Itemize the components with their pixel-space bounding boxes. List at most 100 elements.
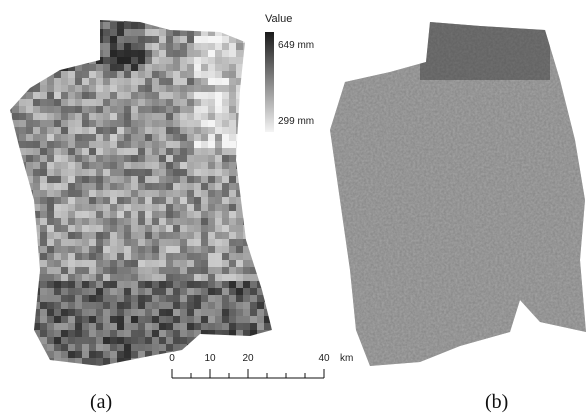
raster-cell <box>180 92 187 99</box>
raster-cell <box>124 64 131 71</box>
raster-cell <box>257 127 264 134</box>
raster-cell <box>201 218 208 225</box>
raster-cell <box>96 71 103 78</box>
raster-cell <box>271 204 278 211</box>
raster-cell <box>152 274 159 281</box>
raster-cell <box>271 141 278 148</box>
raster-cell <box>166 57 173 64</box>
raster-cell <box>229 148 236 155</box>
raster-cell <box>180 22 187 29</box>
legend-title: Value <box>265 13 292 25</box>
raster-cell <box>229 169 236 176</box>
raster-cell <box>236 316 243 323</box>
raster-cell <box>40 15 47 22</box>
raster-cell <box>40 148 47 155</box>
raster-cell <box>159 29 166 36</box>
scale-tick-label: 40 <box>318 353 330 364</box>
raster-cell <box>110 85 117 92</box>
raster-cell <box>68 253 75 260</box>
raster-cell <box>103 78 110 85</box>
raster-cell <box>103 22 110 29</box>
raster-cell <box>89 260 96 267</box>
raster-cell <box>194 155 201 162</box>
raster-cell <box>82 176 89 183</box>
raster-cell <box>208 260 215 267</box>
raster-cell <box>152 141 159 148</box>
raster-cell <box>257 148 264 155</box>
raster-cell <box>68 57 75 64</box>
raster-cell <box>61 92 68 99</box>
raster-cell <box>89 162 96 169</box>
raster-cell <box>68 64 75 71</box>
raster-cell <box>47 260 54 267</box>
raster-cell <box>131 15 138 22</box>
raster-cell <box>222 85 229 92</box>
raster-cell <box>236 365 243 372</box>
raster-cell <box>180 274 187 281</box>
raster-cell <box>229 365 236 372</box>
raster-cell <box>124 309 131 316</box>
raster-cell <box>180 106 187 113</box>
raster-cell <box>82 43 89 50</box>
raster-cell <box>250 15 257 22</box>
raster-cell <box>131 295 138 302</box>
raster-cell <box>61 106 68 113</box>
raster-cell <box>194 281 201 288</box>
raster-cell <box>61 281 68 288</box>
raster-cell <box>194 337 201 344</box>
raster-cell <box>236 57 243 64</box>
raster-cell <box>194 316 201 323</box>
raster-cell <box>250 316 257 323</box>
raster-cell <box>187 183 194 190</box>
raster-cell <box>117 22 124 29</box>
raster-cell <box>236 29 243 36</box>
raster-cell <box>166 281 173 288</box>
raster-cell <box>215 281 222 288</box>
raster-cell <box>47 323 54 330</box>
raster-cell <box>208 29 215 36</box>
raster-cell <box>257 316 264 323</box>
raster-cell <box>131 22 138 29</box>
raster-cell <box>103 85 110 92</box>
raster-cell <box>54 302 61 309</box>
raster-cell <box>33 253 40 260</box>
raster-cell <box>61 141 68 148</box>
raster-cell <box>5 239 12 246</box>
raster-cell <box>187 246 194 253</box>
raster-cell <box>12 57 19 64</box>
raster-cell <box>75 113 82 120</box>
raster-cell <box>152 337 159 344</box>
raster-cell <box>173 218 180 225</box>
raster-cell <box>124 323 131 330</box>
raster-cell <box>271 239 278 246</box>
raster-cell <box>159 316 166 323</box>
raster-cell <box>159 50 166 57</box>
raster-cell <box>229 36 236 43</box>
raster-cell <box>47 281 54 288</box>
raster-cell <box>271 190 278 197</box>
raster-cell <box>152 190 159 197</box>
raster-cell <box>103 358 110 365</box>
raster-cell <box>131 211 138 218</box>
raster-cell <box>243 127 250 134</box>
raster-cell <box>47 295 54 302</box>
raster-cell <box>152 267 159 274</box>
raster-cell <box>5 169 12 176</box>
raster-cell <box>236 127 243 134</box>
raster-cell <box>194 15 201 22</box>
raster-cell <box>250 85 257 92</box>
raster-cell <box>54 78 61 85</box>
raster-cell <box>187 64 194 71</box>
raster-cell <box>159 288 166 295</box>
raster-cell <box>19 316 26 323</box>
raster-cell <box>187 141 194 148</box>
raster-cell <box>145 71 152 78</box>
raster-cell <box>68 337 75 344</box>
raster-cell <box>47 204 54 211</box>
raster-cell <box>124 211 131 218</box>
raster-cell <box>215 99 222 106</box>
raster-cell <box>96 260 103 267</box>
raster-cell <box>89 197 96 204</box>
raster-cell <box>68 281 75 288</box>
raster-cell <box>96 78 103 85</box>
